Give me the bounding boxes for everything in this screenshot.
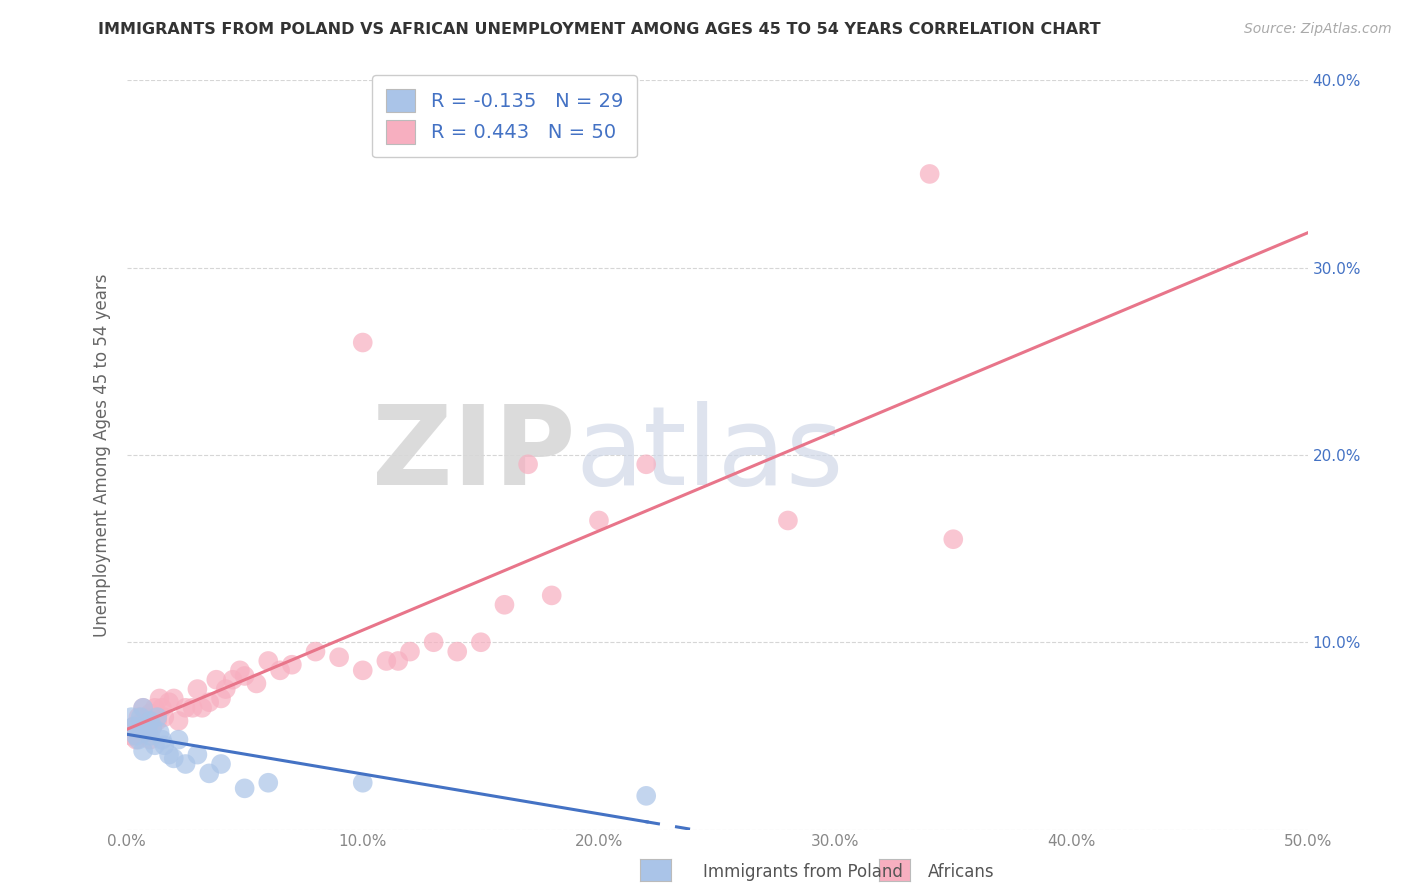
Point	[257, 654, 280, 668]
Point	[269, 664, 291, 678]
Point	[352, 776, 374, 790]
Point	[209, 756, 232, 771]
Point	[120, 729, 142, 743]
Point	[149, 691, 172, 706]
Point	[132, 744, 155, 758]
Point	[141, 719, 163, 733]
Point	[446, 644, 468, 658]
Point	[167, 714, 190, 728]
Point	[229, 664, 252, 678]
Point	[198, 695, 221, 709]
Point	[191, 701, 214, 715]
Point	[127, 719, 149, 733]
Point	[174, 701, 197, 715]
Point	[375, 654, 398, 668]
Point	[134, 710, 156, 724]
Point	[918, 167, 941, 181]
Point	[143, 701, 166, 715]
Point	[134, 725, 156, 739]
Point	[186, 747, 208, 762]
Point	[281, 657, 304, 672]
Text: ZIP: ZIP	[373, 401, 575, 508]
Point	[136, 725, 159, 739]
Point	[149, 725, 172, 739]
Point	[215, 682, 238, 697]
Text: Source: ZipAtlas.com: Source: ZipAtlas.com	[1244, 22, 1392, 37]
Point	[245, 676, 267, 690]
Point	[150, 701, 173, 715]
Point	[132, 701, 155, 715]
Point	[163, 751, 186, 765]
Point	[157, 695, 180, 709]
Point	[150, 732, 173, 747]
Point	[146, 714, 169, 728]
Point	[167, 732, 190, 747]
Point	[209, 691, 232, 706]
Point	[129, 710, 152, 724]
Point	[127, 710, 149, 724]
Point	[127, 732, 149, 747]
Point	[588, 514, 610, 528]
Point	[122, 719, 145, 733]
Point	[352, 664, 374, 678]
Point	[153, 739, 176, 753]
Point	[942, 532, 965, 546]
Point	[328, 650, 350, 665]
Point	[422, 635, 444, 649]
Text: atlas: atlas	[575, 401, 844, 508]
Text: Immigrants from Poland: Immigrants from Poland	[703, 863, 903, 881]
Y-axis label: Unemployment Among Ages 45 to 54 years: Unemployment Among Ages 45 to 54 years	[93, 273, 111, 637]
Point	[304, 644, 326, 658]
Point	[120, 710, 142, 724]
Point	[163, 691, 186, 706]
Point	[125, 729, 148, 743]
Point	[387, 654, 409, 668]
Legend: R = -0.135   N = 29, R = 0.443   N = 50: R = -0.135 N = 29, R = 0.443 N = 50	[373, 75, 637, 158]
Point	[470, 635, 492, 649]
Point	[494, 598, 516, 612]
Point	[141, 719, 163, 733]
Point	[776, 514, 799, 528]
Point	[186, 682, 208, 697]
Point	[198, 766, 221, 780]
Text: IMMIGRANTS FROM POLAND VS AFRICAN UNEMPLOYMENT AMONG AGES 45 TO 54 YEARS CORRELA: IMMIGRANTS FROM POLAND VS AFRICAN UNEMPL…	[98, 22, 1101, 37]
Point	[399, 644, 422, 658]
Point	[153, 710, 176, 724]
Point	[352, 335, 374, 350]
Text: Africans: Africans	[928, 863, 994, 881]
Point	[132, 714, 155, 728]
Point	[139, 714, 162, 728]
Point	[174, 756, 197, 771]
Point	[143, 739, 166, 753]
Point	[129, 719, 152, 733]
Point	[636, 457, 658, 471]
Point	[181, 701, 204, 715]
Point	[132, 701, 155, 715]
Point	[139, 732, 162, 747]
Point	[222, 673, 245, 687]
Point	[540, 589, 562, 603]
Point	[122, 719, 145, 733]
Point	[157, 747, 180, 762]
Point	[233, 669, 256, 683]
Point	[257, 776, 280, 790]
Point	[125, 732, 148, 747]
Point	[517, 457, 540, 471]
Point	[136, 719, 159, 733]
Point	[139, 706, 162, 721]
Point	[205, 673, 228, 687]
Point	[146, 710, 169, 724]
Point	[636, 789, 658, 803]
Point	[139, 729, 162, 743]
Point	[233, 781, 256, 796]
